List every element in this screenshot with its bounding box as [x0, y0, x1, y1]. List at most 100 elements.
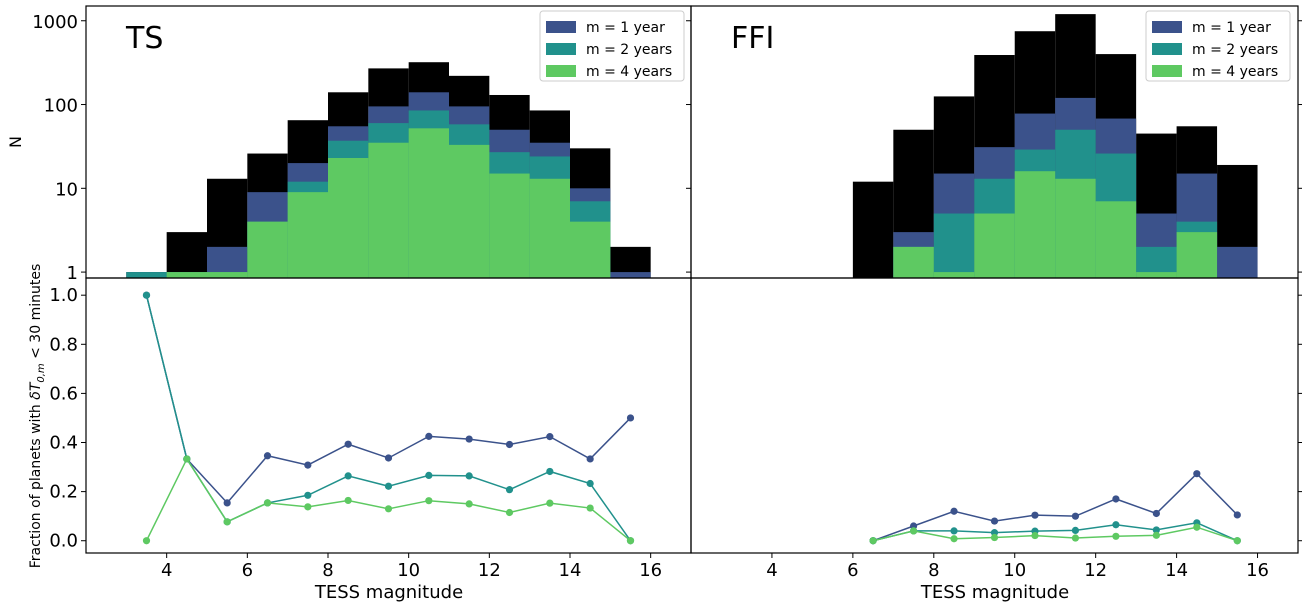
ffi-bar-m3-bin-6	[1095, 201, 1137, 278]
ffi-frac-point-m2-2	[950, 527, 958, 535]
ts-legend-label-m3: m = 4 years	[586, 64, 672, 80]
ffi-histogram-panel: FFI	[686, 14, 1302, 279]
ffi-frac-point-m1-3	[990, 517, 999, 525]
ffi-frac-x-tick-label-4: 4	[766, 560, 777, 581]
ts-histogram-panel: 1 10 100 1000 TS	[32, 12, 651, 284]
ts-frac-point-m3-1	[183, 455, 191, 463]
ts-frac-point-m2-6	[384, 482, 393, 490]
ts-frac-y-tick-label-0: 0.0	[49, 531, 78, 552]
ffi-frac-point-m1-7	[1152, 509, 1160, 518]
ffi-bar-m3-bin-3	[974, 213, 1015, 278]
ffi-frac-point-m3-4	[1031, 531, 1039, 540]
ffi-frac-point-m3-8	[1193, 523, 1201, 531]
ts-frac-point-m3-2	[223, 518, 231, 526]
ffi-bar-m3-bin-1	[893, 246, 934, 278]
ffi-legend-swatch-m2	[1152, 43, 1182, 55]
ts-frac-x-tick-label-4: 4	[161, 560, 172, 581]
ts-frac-point-m1-7	[425, 432, 433, 440]
ts-frac-point-m3-5	[344, 496, 352, 505]
ffi-frac-point-m3-2	[950, 535, 958, 543]
ts-frac-point-m2-8	[465, 472, 473, 480]
ts-y-tick-label-1: 1	[67, 263, 78, 284]
ts-bar-m3-bin-6	[368, 142, 409, 278]
ts-y-tick-label-100: 100	[44, 96, 78, 117]
fraction-y-label-suffix: < 30 minutes	[28, 264, 44, 364]
ts-frac-point-m2-11	[586, 479, 594, 488]
ts-legend-label-m2: m = 2 years	[586, 42, 672, 58]
ts-frac-point-m1-4	[304, 461, 312, 469]
ts-frac-point-m1-8	[465, 435, 473, 443]
ts-frac-point-m1-9	[505, 440, 514, 449]
ts-frac-y-tick-label-0.2: 0.2	[49, 482, 78, 503]
ts-frac-point-m3-0	[142, 537, 151, 545]
ts-frac-point-m1-11	[586, 455, 594, 463]
ffi-frac-x-tick-label-10: 10	[1003, 560, 1026, 581]
ts-frac-y-tick-label-1: 1.0	[49, 285, 78, 306]
ts-frac-point-m2-7	[425, 471, 433, 480]
ffi-legend-swatch-m1	[1152, 21, 1182, 33]
ffi-frac-point-m3-6	[1112, 532, 1120, 540]
ts-frac-point-m3-9	[505, 508, 514, 517]
ts-x-axis-label: TESS magnitude	[314, 582, 463, 603]
ffi-bar-m3-bin-2	[933, 272, 975, 278]
fraction-y-label-subscript: 0,m	[36, 363, 47, 383]
histogram-y-axis-label: N	[6, 136, 25, 148]
ts-frac-point-m3-6	[384, 505, 393, 513]
ffi-frac-line-m2	[872, 522, 1238, 542]
ffi-frac-point-m2-7	[1152, 526, 1160, 534]
ts-frac-point-m2-9	[505, 486, 514, 494]
ffi-frac-point-m3-1	[909, 527, 918, 535]
ts-frac-point-m1-5	[344, 440, 352, 448]
ts-frac-x-tick-label-10: 10	[397, 560, 420, 581]
ts-frac-point-m3-10	[546, 499, 554, 507]
ffi-frac-point-m2-5	[1071, 526, 1080, 535]
ffi-frac-point-m1-4	[1031, 511, 1039, 519]
ts-bar-m3-bin-9	[489, 173, 530, 278]
ts-panel-title: TS	[125, 21, 163, 56]
ffi-legend-label-m2: m = 2 years	[1192, 42, 1278, 58]
ffi-frac-point-m3-0	[869, 537, 877, 545]
ts-frac-point-m2-0	[142, 291, 151, 299]
ts-legend-swatch-m3	[546, 65, 576, 77]
ts-frac-point-m1-3	[263, 452, 272, 460]
ffi-bar-m3-bin-5	[1055, 178, 1096, 278]
ts-frac-point-m3-4	[304, 503, 312, 511]
ts-frac-line-m3	[145, 457, 631, 542]
fraction-y-label-prefix: Fraction of planets with	[28, 400, 44, 569]
ts-frac-point-m3-7	[425, 497, 433, 505]
ffi-panel-title: FFI	[731, 21, 774, 56]
ts-frac-point-m1-10	[546, 433, 554, 441]
ts-frac-x-tick-label-6: 6	[242, 560, 253, 581]
ts-bar-m3-bin-2	[207, 272, 248, 278]
fraction-y-label-symbol: δT	[28, 381, 44, 400]
ffi-legend-swatch-m3	[1152, 65, 1182, 77]
ts-frac-line-m1	[145, 295, 632, 505]
ts-legend-swatch-m2	[546, 43, 576, 55]
ts-bar-m3-bin-3	[247, 221, 288, 278]
ffi-frac-point-m3-5	[1071, 534, 1080, 542]
ffi-fraction-panel: 4 6 8 10 12 14 16	[766, 294, 1302, 581]
ts-bar-m3-bin-1	[166, 272, 207, 278]
ffi-bar-m3-bin-4	[1014, 171, 1056, 278]
ffi-frac-point-m1-2	[950, 507, 958, 515]
ffi-frac-line-m3	[872, 526, 1238, 542]
ffi-legend-label-m3: m = 4 years	[1192, 64, 1278, 80]
ffi-bar-m1-bin-9	[1217, 246, 1258, 278]
ffi-frac-point-m3-7	[1152, 531, 1160, 539]
ffi-frac-point-m3-9	[1233, 537, 1241, 545]
ts-frac-point-m2-5	[344, 472, 352, 480]
ts-frac-point-m3-3	[263, 499, 272, 507]
ts-frac-point-m3-11	[586, 504, 594, 512]
ts-y-tick-label-10: 10	[55, 179, 78, 200]
ts-legend: m = 1 year m = 2 years m = 4 years	[539, 10, 685, 82]
axes-frames	[85, 5, 1299, 554]
ts-frac-x-tick-label-16: 16	[639, 560, 662, 581]
ffi-bar-m3-bin-7	[1136, 272, 1177, 278]
ffi-frac-x-tick-label-16: 16	[1246, 560, 1269, 581]
ffi-frac-point-m1-9	[1233, 511, 1241, 519]
ts-frac-y-tick-label-0.4: 0.4	[49, 433, 78, 454]
ffi-frac-x-tick-label-12: 12	[1084, 560, 1107, 581]
ts-frac-point-m1-2	[223, 499, 231, 507]
ts-bar-all-bin-1	[166, 232, 207, 278]
ts-frac-point-m2-10	[546, 467, 554, 476]
